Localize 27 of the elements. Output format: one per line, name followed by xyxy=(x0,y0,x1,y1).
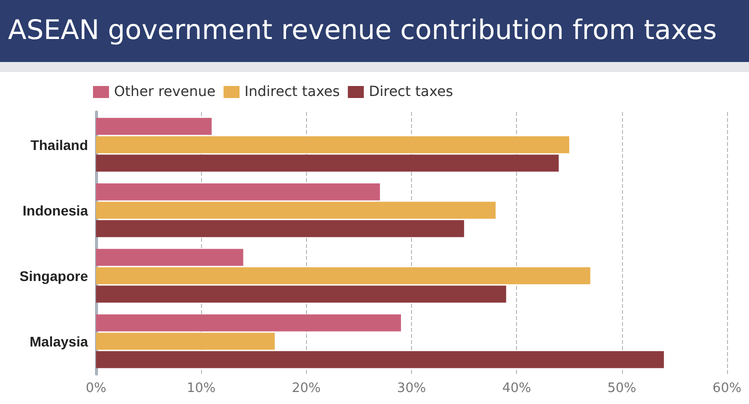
bar xyxy=(96,118,212,135)
y-tick-label: Singapore xyxy=(20,268,88,284)
bar xyxy=(96,220,464,238)
bar xyxy=(96,154,559,172)
legend-label: Other revenue xyxy=(114,84,216,100)
bar xyxy=(96,286,506,303)
x-tick-label: 30% xyxy=(397,381,426,396)
y-tick-label: Malaysia xyxy=(30,333,88,350)
y-tick-label: Indonesia xyxy=(22,202,88,218)
x-tick-label: 40% xyxy=(502,381,532,396)
bar xyxy=(96,332,275,350)
bar xyxy=(96,202,496,219)
bar xyxy=(96,136,570,154)
x-tick-label: 50% xyxy=(607,381,636,396)
x-tick-label: 20% xyxy=(292,381,321,396)
x-tick-label: 10% xyxy=(186,381,216,396)
bar xyxy=(96,267,590,284)
bar xyxy=(96,351,664,368)
legend-label: Direct taxes xyxy=(368,84,454,100)
legend-label: Indirect taxes xyxy=(244,84,340,100)
chart-title: ASEAN government revenue contribution from taxes xyxy=(0,0,749,62)
bar xyxy=(96,248,244,266)
y-tick-label: Thailand xyxy=(30,136,88,153)
x-tick-label: 60% xyxy=(712,381,742,396)
bar xyxy=(96,183,380,200)
x-tick-label: 0% xyxy=(86,381,106,396)
bar xyxy=(96,314,401,332)
